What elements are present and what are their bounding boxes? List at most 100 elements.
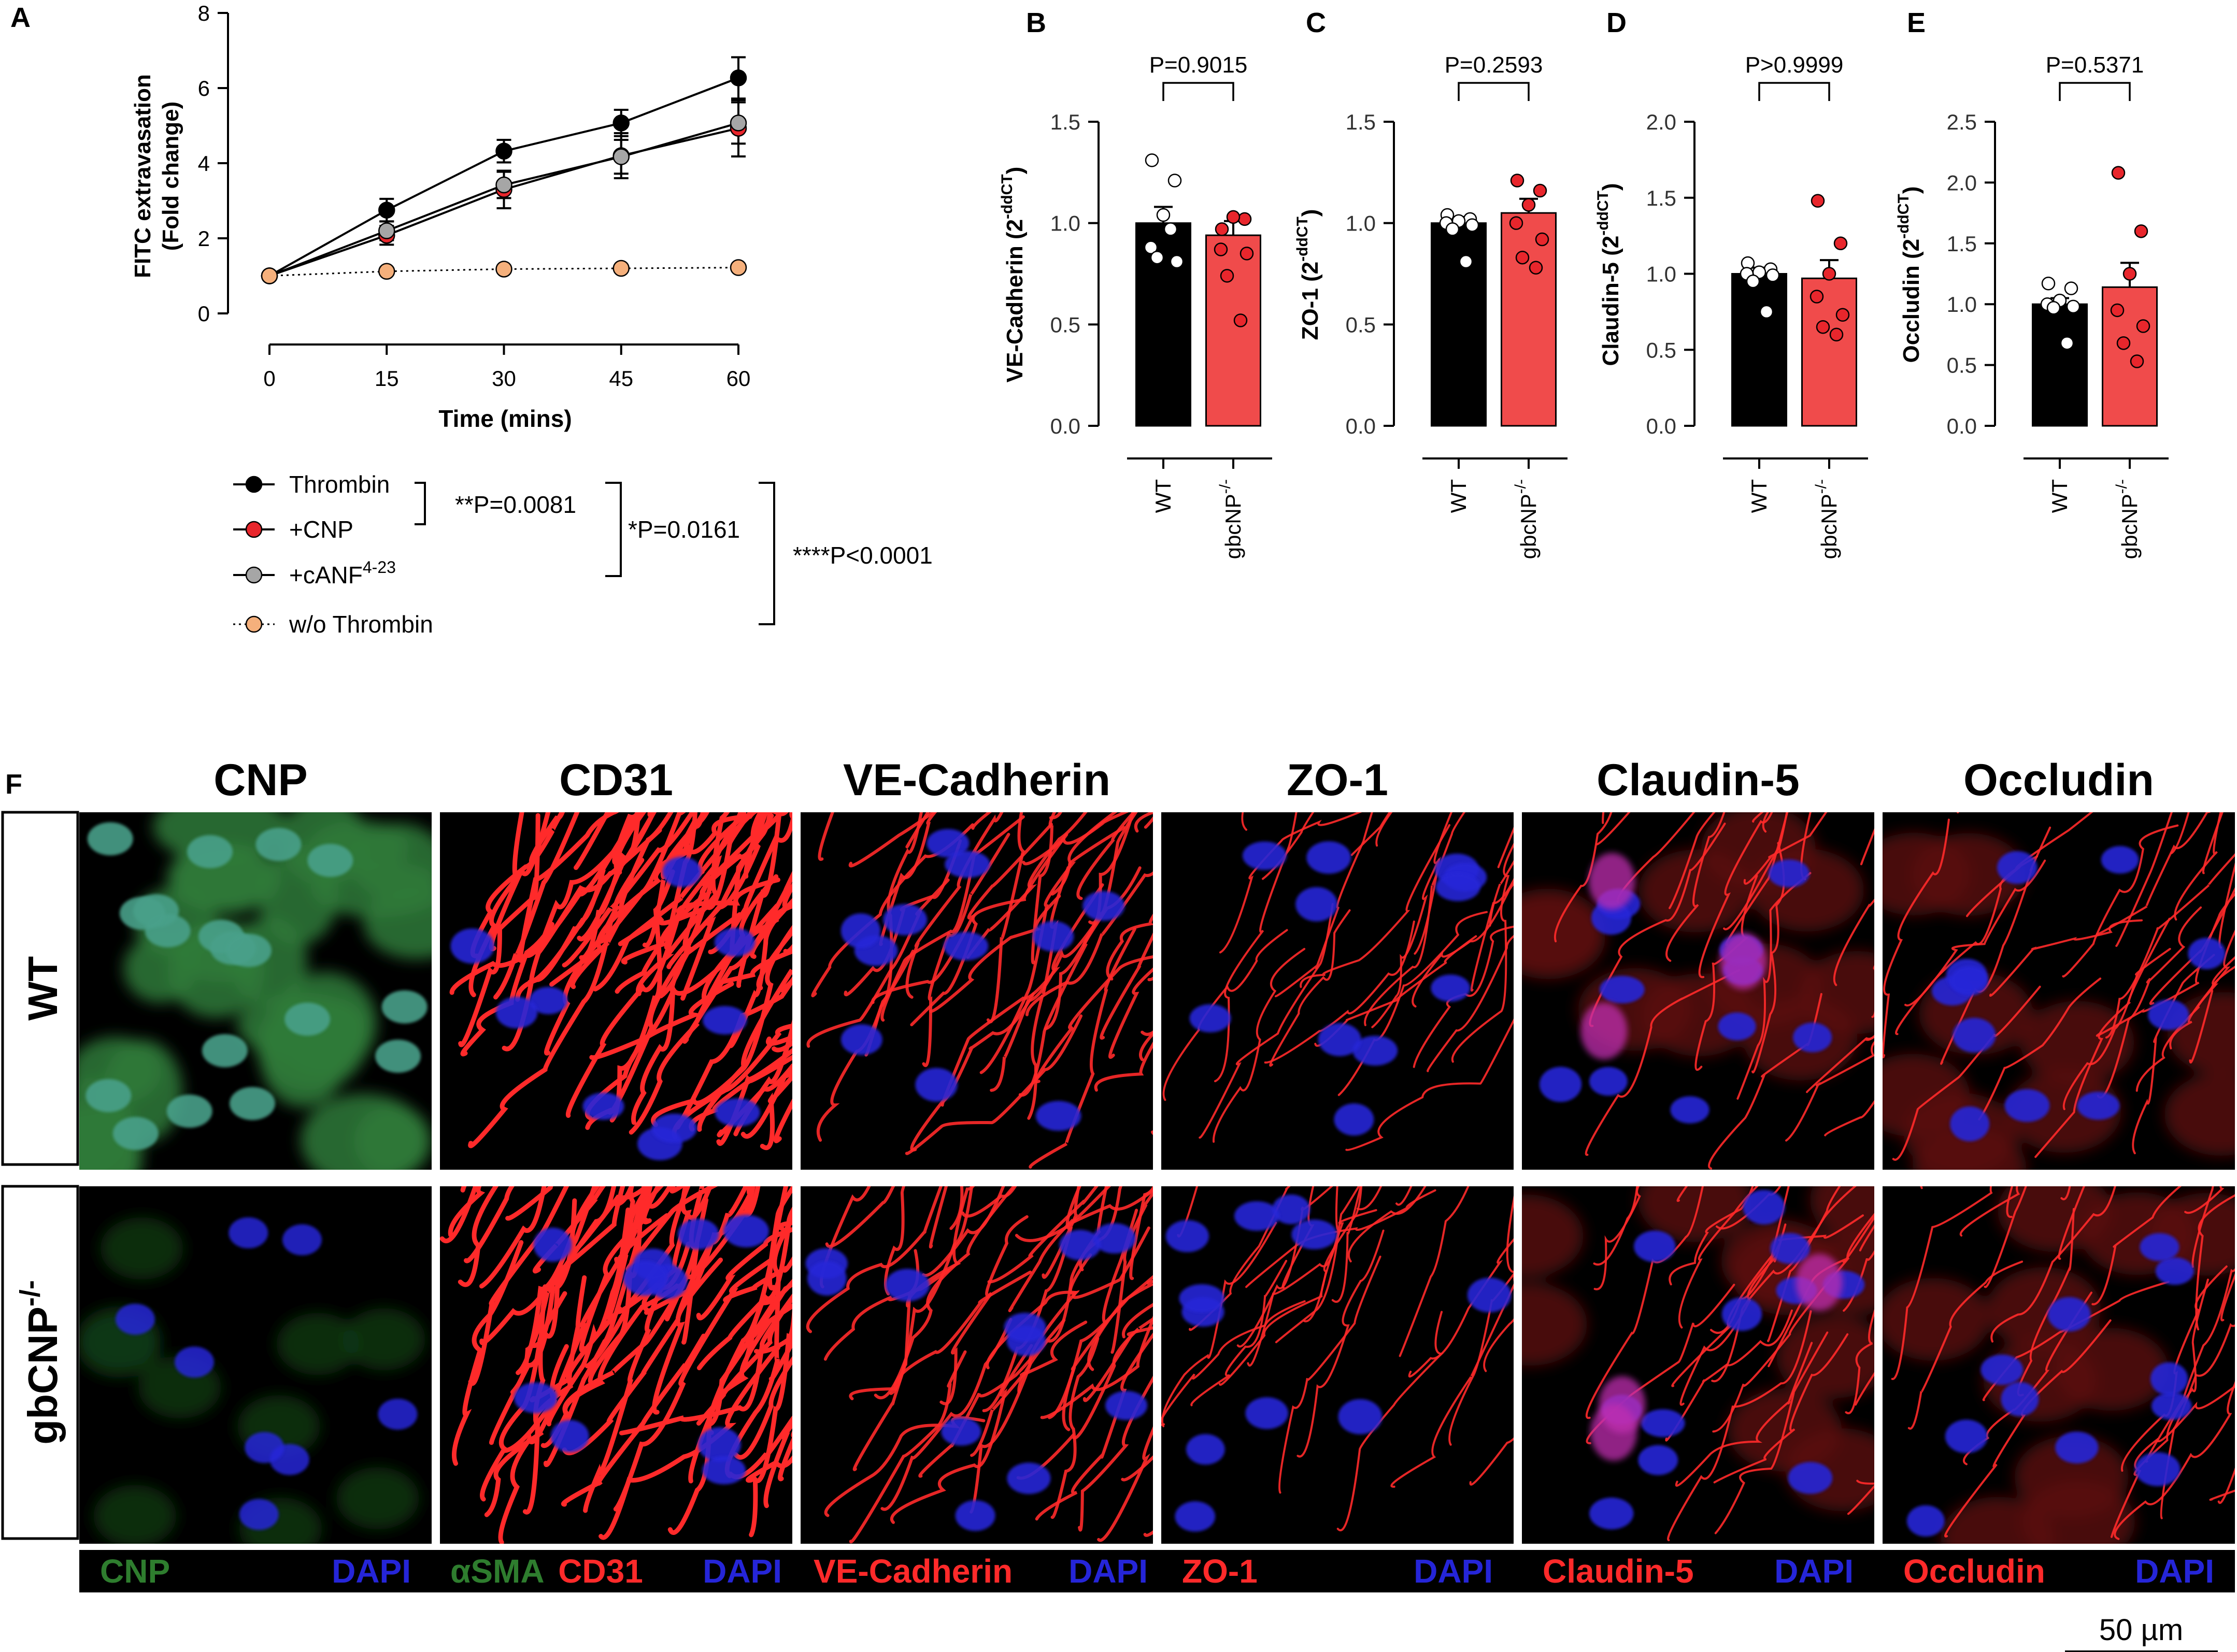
data-point <box>612 114 630 132</box>
red-strand <box>1025 871 1153 1016</box>
nucleus <box>1352 1036 1398 1066</box>
y-axis-label-superscript: -ddCT <box>999 174 1016 219</box>
x-tick-label: 15 <box>375 366 399 391</box>
data-point <box>378 263 395 280</box>
data-point <box>1459 254 1473 269</box>
red-strand <box>510 1186 617 1395</box>
red-strand <box>1412 882 1514 1008</box>
nucleus <box>702 1456 746 1485</box>
red-strand <box>1016 1317 1153 1480</box>
nucleus-magenta <box>1599 1376 1646 1433</box>
bracket-3 <box>759 482 775 625</box>
y-tick-label: 1.5 <box>1947 232 1977 256</box>
nucleus <box>1291 1219 1337 1249</box>
data-point <box>1833 236 1848 251</box>
red-strand <box>1593 1186 1638 1266</box>
red-strand <box>2062 947 2171 1110</box>
x-tick-label-superscript: -/- <box>1217 479 1234 494</box>
legend-label: +cANF4-23 <box>289 558 396 588</box>
data-point <box>1835 308 1850 322</box>
caption-label: DAPI <box>1068 1553 1148 1590</box>
nucleus <box>1007 1462 1051 1495</box>
red-strand <box>561 1333 706 1507</box>
nucleus <box>229 1217 268 1248</box>
nucleus <box>723 1215 769 1247</box>
green-cell <box>336 1467 419 1530</box>
x-label-group: gbcNP-/- <box>2113 479 2142 559</box>
red-strand <box>1711 1186 1857 1383</box>
y-tick-label: 6 <box>198 76 210 100</box>
data-point <box>2111 166 2126 180</box>
nucleus <box>2135 1452 2181 1486</box>
nucleus <box>582 1093 624 1120</box>
y-axis-label: VE-Cadherin (2-ddCT) <box>999 167 1028 383</box>
nucleus <box>2150 1362 2188 1396</box>
nucleus <box>1242 841 1287 870</box>
legend-label: +CNP <box>289 516 353 543</box>
red-strand <box>1083 1326 1153 1402</box>
green-cell <box>93 1485 177 1544</box>
nucleus <box>450 928 494 964</box>
green-cell <box>123 935 197 1003</box>
p-value-label: P=0.5371 <box>2046 52 2144 78</box>
y-label-group: Occludin (2-ddCT) <box>1895 186 1924 363</box>
y-tick-label: 1.5 <box>1346 110 1376 134</box>
red-strand <box>1990 1186 2116 1343</box>
red-strand <box>1347 1186 1427 1262</box>
tile-content <box>1161 1186 1514 1532</box>
nucleus <box>2055 1431 2099 1464</box>
red-strand <box>696 1227 792 1320</box>
red-strand <box>468 1186 569 1386</box>
data-point <box>1816 320 1830 334</box>
red-strand <box>730 1206 792 1387</box>
red-strand <box>2115 812 2173 947</box>
red-strand <box>733 1356 792 1460</box>
data-point <box>2041 277 2056 291</box>
red-strand <box>871 823 1053 1004</box>
y-tick-label: 2.5 <box>1947 110 1977 134</box>
red-strand <box>1408 1238 1514 1378</box>
x-axis-label: Time (mins) <box>438 405 572 432</box>
column-header: VE-Cadherin <box>843 755 1110 805</box>
nucleus <box>1599 975 1645 1003</box>
stat-bracket3: ****P<0.0001 <box>793 542 933 569</box>
micrograph-grid: CNP CD31 VE-Cadherin ZO-1 Claudin-5 Occludin W… <box>1 755 2235 1652</box>
red-strand <box>1743 812 1828 885</box>
red-strand <box>666 812 763 969</box>
data-point <box>378 222 395 239</box>
red-strand <box>479 1186 547 1289</box>
red-strand <box>479 1186 625 1345</box>
bar-chart-e: 0.0 0.5 1.0 1.5 2.0 2.5 Occludin (2-ddCT) WT gbc… <box>1895 52 2169 559</box>
data-point <box>1521 198 1536 212</box>
tile-content <box>806 812 1153 1169</box>
red-strand <box>1785 1041 1874 1142</box>
red-strand <box>1860 828 1874 866</box>
data-point <box>2134 224 2148 238</box>
nucleus <box>1945 1419 1988 1454</box>
nucleus-magenta <box>1720 932 1767 990</box>
nucleus <box>1721 1297 1762 1331</box>
panel-letter-b: B <box>1026 7 1046 38</box>
data-point <box>1215 222 1229 236</box>
x-label-group: gbcNP-/- <box>1512 479 1541 559</box>
red-strand <box>484 1284 548 1517</box>
red-strand <box>1337 911 1488 1096</box>
red-strand <box>1199 903 1334 1139</box>
stat-brackets: **P=0.0081 *P=0.0161 ****P<0.0001 <box>415 482 933 625</box>
red-strand <box>1589 823 1726 1027</box>
bracket-2 <box>605 482 622 577</box>
micrograph-tile <box>801 812 1153 1170</box>
nucleus-teal <box>87 822 133 856</box>
micrograph-tile <box>440 812 792 1170</box>
nucleus <box>1539 1067 1582 1102</box>
red-strand <box>941 883 1104 1107</box>
red-strand <box>905 812 1004 999</box>
nucleus <box>1093 1223 1136 1254</box>
red-strand <box>1106 913 1153 981</box>
y-axis-label-end: ) <box>1002 167 1028 175</box>
nucleus <box>2188 938 2226 970</box>
caption-label: DAPI <box>703 1553 782 1590</box>
data-point <box>1233 313 1248 327</box>
red-strand <box>1042 1186 1080 1279</box>
x-tick-label: 0 <box>263 366 275 391</box>
